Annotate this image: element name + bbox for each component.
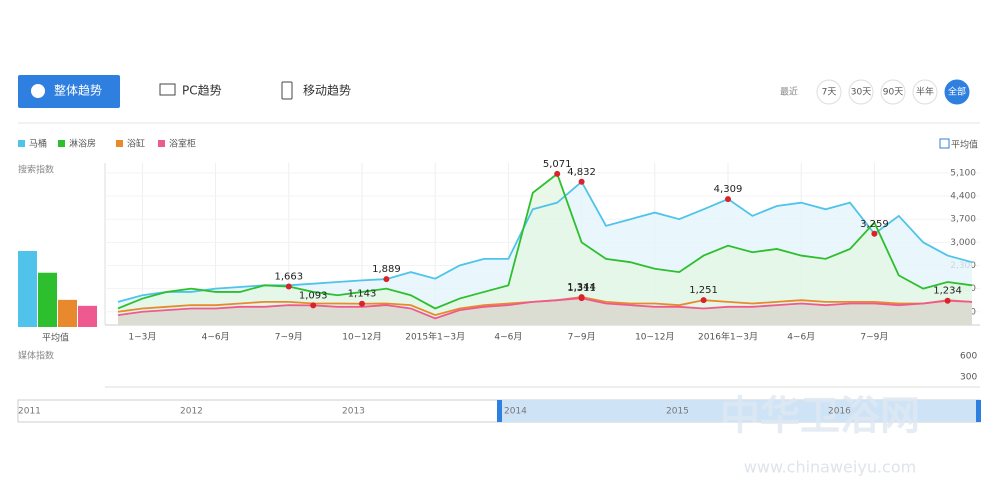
tab[interactable]: 整体趋势 [54,83,102,98]
data-label: 1,889 [372,264,401,275]
peak-dot [383,276,390,283]
timeline-year: 2016 [828,407,851,417]
y-tick-label: 4,400 [950,192,976,202]
y-tick-label: 3,000 [950,238,976,248]
average-bar [78,305,97,327]
timeline-year: 2013 [342,407,365,417]
x-tick-label: 2016年1~3月 [698,331,758,343]
data-label: 1,311 [567,283,596,294]
peak-dot [359,300,365,307]
y-tick-label: 5,100 [950,168,976,178]
peak-dot [578,295,585,302]
data-label: 1,663 [274,272,303,283]
legend-label[interactable]: 马桶 [29,138,47,150]
timeline-year: 2011 [18,407,41,417]
x-tick-label: 10~12月 [635,332,674,343]
media-label: 媒体指数 [18,350,54,362]
timeline-handle[interactable] [497,400,502,422]
legend-label[interactable]: 浴室柜 [169,138,196,150]
data-label: 4,309 [714,184,743,195]
legend-swatch[interactable] [18,140,25,147]
tab[interactable]: 移动趋势 [303,84,351,98]
range-button[interactable] [816,79,842,105]
tab[interactable]: PC趋势 [182,84,222,98]
data-label: 1,344 [567,282,596,293]
area [118,173,972,325]
range-button[interactable] [848,79,874,105]
peak-dot [725,196,731,203]
data-label: 3,259 [860,219,889,230]
range-button[interactable] [880,79,906,105]
tab-icon [31,84,45,98]
x-tick-label: 4~6月 [787,332,815,343]
data-label: 1,093 [299,290,328,301]
line [117,172,973,310]
timeline-year: 2012 [180,407,203,417]
average-bar [38,272,57,327]
timeline-year: 2015 [666,407,689,417]
x-tick-label: 4~6月 [494,332,522,343]
mobile-icon [281,81,293,100]
peak-dot [871,230,878,237]
timeline-selection[interactable] [500,400,980,422]
timeline-handle[interactable] [976,400,981,422]
data-label: 4,832 [567,167,596,178]
media-tick: 300 [960,373,977,383]
y-tick-label: 3,700 [950,215,976,225]
checkbox[interactable] [939,138,950,149]
peak-dot [578,178,585,185]
x-tick-label: 7~9月 [860,332,888,343]
legend-swatch[interactable] [116,140,123,147]
range-button[interactable] [944,79,970,105]
tab-active[interactable] [18,75,120,108]
range-text[interactable]: 半年 [916,86,934,98]
watermark-url: www.chinaweiyu.com [744,458,916,477]
data-label: 5,071 [543,159,572,170]
data-label: 1,234 [933,286,962,297]
peak-dot [285,283,292,290]
range-text[interactable]: 30天 [851,88,871,98]
line [117,297,973,320]
legend-label[interactable]: 浴缸 [127,138,145,150]
x-tick-label: 2015年1~3月 [405,331,465,343]
peak-dot [944,297,951,304]
average-bar [18,251,37,327]
data-label: 1,143 [348,289,377,300]
data-label: 1,251 [689,285,718,296]
x-tick-label: 10~12月 [342,332,381,343]
watermark: 中华卫浴网 [720,393,920,439]
search-label: 搜索指数 [18,164,54,176]
range-label: 最近 [780,86,798,98]
range-text[interactable]: 90天 [883,88,903,98]
x-tick-label: 7~9月 [568,332,596,343]
area [118,298,972,325]
average-bar [58,299,77,327]
pc-icon [159,83,176,96]
peak-dot [310,302,317,309]
peak-dot [554,170,561,177]
x-tick-label: 7~9月 [275,332,303,343]
average-label: 平均值 [42,332,69,344]
range-text[interactable]: 7天 [822,88,837,98]
legend-swatch[interactable] [58,140,65,147]
x-tick-label: 4~6月 [202,332,230,343]
x-tick-label: 1~3月 [128,332,156,343]
timeline-year: 2014 [504,407,527,417]
legend-label[interactable]: 淋浴房 [69,138,96,150]
average-toggle[interactable]: 平均值 [951,139,978,151]
media-tick: 600 [960,352,977,362]
range-button[interactable] [912,79,938,105]
range-text[interactable]: 全部 [948,86,966,98]
peak-dot [700,297,707,304]
legend-swatch[interactable] [158,140,165,147]
